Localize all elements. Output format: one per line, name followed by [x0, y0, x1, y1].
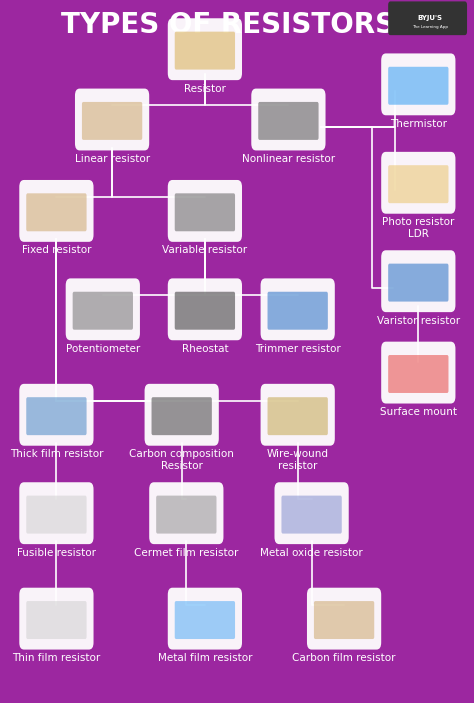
- FancyBboxPatch shape: [75, 89, 149, 150]
- FancyBboxPatch shape: [381, 152, 456, 214]
- FancyBboxPatch shape: [388, 1, 467, 35]
- Text: Metal oxide resistor: Metal oxide resistor: [260, 548, 363, 557]
- FancyBboxPatch shape: [19, 482, 93, 544]
- FancyBboxPatch shape: [19, 180, 93, 242]
- FancyBboxPatch shape: [388, 355, 448, 393]
- FancyBboxPatch shape: [258, 102, 319, 140]
- Text: Variable resistor: Variable resistor: [162, 245, 247, 255]
- Text: Resistor: Resistor: [184, 84, 226, 93]
- FancyBboxPatch shape: [168, 278, 242, 340]
- FancyBboxPatch shape: [381, 250, 456, 312]
- FancyBboxPatch shape: [388, 67, 448, 105]
- Text: Potentiometer: Potentiometer: [66, 344, 140, 354]
- FancyBboxPatch shape: [175, 601, 235, 639]
- FancyBboxPatch shape: [175, 292, 235, 330]
- Text: Fixed resistor: Fixed resistor: [22, 245, 91, 255]
- FancyBboxPatch shape: [274, 482, 349, 544]
- FancyBboxPatch shape: [19, 384, 93, 446]
- Text: Fusible resistor: Fusible resistor: [17, 548, 96, 557]
- Text: BYJU'S: BYJU'S: [418, 15, 442, 21]
- FancyBboxPatch shape: [388, 165, 448, 203]
- Text: TYPES OF RESISTORS: TYPES OF RESISTORS: [61, 11, 395, 39]
- Text: Varistor resistor: Varistor resistor: [377, 316, 460, 325]
- Text: Linear resistor: Linear resistor: [74, 154, 150, 164]
- FancyBboxPatch shape: [267, 397, 328, 435]
- Text: Carbon film resistor: Carbon film resistor: [292, 653, 396, 663]
- Text: Cermet film resistor: Cermet film resistor: [134, 548, 238, 557]
- FancyBboxPatch shape: [168, 588, 242, 650]
- FancyBboxPatch shape: [66, 278, 140, 340]
- FancyBboxPatch shape: [261, 278, 335, 340]
- FancyBboxPatch shape: [267, 292, 328, 330]
- Text: Metal film resistor: Metal film resistor: [158, 653, 252, 663]
- Text: Rheostat: Rheostat: [182, 344, 228, 354]
- FancyBboxPatch shape: [26, 601, 87, 639]
- FancyBboxPatch shape: [26, 193, 87, 231]
- FancyBboxPatch shape: [175, 32, 235, 70]
- FancyBboxPatch shape: [261, 384, 335, 446]
- FancyBboxPatch shape: [388, 264, 448, 302]
- Text: Carbon composition
Resistor: Carbon composition Resistor: [129, 449, 234, 471]
- Text: The Learning App: The Learning App: [412, 25, 448, 29]
- Text: Wire-wound
resistor: Wire-wound resistor: [267, 449, 328, 471]
- Text: Thermistor: Thermistor: [390, 119, 447, 129]
- FancyBboxPatch shape: [381, 342, 456, 404]
- FancyBboxPatch shape: [168, 180, 242, 242]
- FancyBboxPatch shape: [152, 397, 212, 435]
- FancyBboxPatch shape: [156, 496, 217, 534]
- FancyBboxPatch shape: [175, 193, 235, 231]
- FancyBboxPatch shape: [149, 482, 223, 544]
- FancyBboxPatch shape: [145, 384, 219, 446]
- FancyBboxPatch shape: [19, 588, 93, 650]
- FancyBboxPatch shape: [26, 496, 87, 534]
- Text: Trimmer resistor: Trimmer resistor: [255, 344, 340, 354]
- FancyBboxPatch shape: [381, 53, 456, 115]
- Text: Thick film resistor: Thick film resistor: [9, 449, 103, 459]
- FancyBboxPatch shape: [282, 496, 342, 534]
- Text: Surface mount: Surface mount: [380, 407, 457, 417]
- FancyBboxPatch shape: [82, 102, 142, 140]
- FancyBboxPatch shape: [251, 89, 326, 150]
- Text: Nonlinear resistor: Nonlinear resistor: [242, 154, 335, 164]
- FancyBboxPatch shape: [73, 292, 133, 330]
- FancyBboxPatch shape: [314, 601, 374, 639]
- FancyBboxPatch shape: [26, 397, 87, 435]
- FancyBboxPatch shape: [168, 18, 242, 80]
- Text: Thin film resistor: Thin film resistor: [12, 653, 100, 663]
- FancyBboxPatch shape: [307, 588, 381, 650]
- Text: Photo resistor
LDR: Photo resistor LDR: [382, 217, 455, 239]
